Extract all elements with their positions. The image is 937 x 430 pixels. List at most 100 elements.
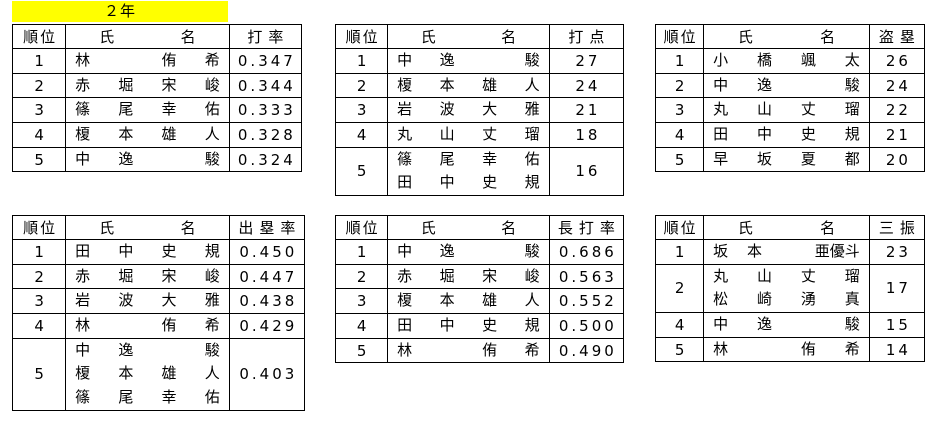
name-header-mei: 名: [820, 28, 836, 46]
player-name: 松崎湧真: [713, 290, 860, 309]
stat-value-cell: 22: [868, 97, 926, 124]
header-row: 順位 氏名 盗塁: [654, 24, 926, 49]
name-header: 氏名: [703, 24, 870, 49]
player-name: 林 侑希: [397, 340, 540, 359]
rank-cell: 5: [654, 146, 705, 173]
player-name: 丸山丈瑠: [713, 266, 860, 285]
header-row: 順位 氏名 出塁率: [11, 215, 306, 240]
stat-value-cell: 0.347: [228, 48, 303, 74]
stat-value-cell: 0.552: [548, 288, 625, 315]
table-row: 2 赤堀宋峻 0.447: [11, 263, 306, 290]
player-name: 中逸 駿: [713, 75, 860, 94]
stat-header: 打点: [548, 24, 625, 49]
rank-header: 順位: [654, 24, 705, 49]
name-header-mei: 名: [820, 219, 836, 237]
rank-cell: 1: [11, 48, 67, 74]
player-name: 榎本雄人: [397, 75, 540, 94]
name-cell: 中逸 駿: [387, 48, 550, 74]
stat-header: 長打率: [548, 215, 625, 240]
name-cell: 中逸 駿: [703, 312, 870, 338]
name-cell: 榎本雄人: [65, 122, 230, 148]
stat-value-cell: 0.328: [228, 122, 303, 148]
player-name: 坂本 亜優斗: [713, 242, 860, 260]
rank-header: 順位: [334, 215, 389, 240]
table-row: 2 榎本雄人 24: [334, 72, 625, 99]
name-cell: 丸山丈瑠: [387, 122, 550, 148]
player-name: 田中史規: [397, 316, 540, 335]
name-cell: 坂本 亜優斗: [703, 239, 870, 265]
player-name: 赤堀宋峻: [75, 266, 220, 285]
table-row: 5 篠尾幸佑田中史規 16: [334, 146, 625, 197]
rank-cell: 4: [654, 312, 705, 338]
name-header-mei: 名: [501, 28, 517, 46]
stat-value-cell: 17: [868, 263, 926, 314]
player-name: 赤堀宋峻: [75, 75, 220, 94]
player-name: 岩波大雅: [397, 100, 540, 119]
table-row: 4 田中史規 0.500: [334, 313, 625, 339]
player-name: 赤堀宋峻: [397, 266, 540, 285]
name-cell: 篠尾幸佑: [65, 97, 230, 124]
table-row: 1 中逸 駿 0.686: [334, 239, 625, 265]
name-cell: 田中史規: [387, 313, 550, 339]
name-header: 氏名: [65, 24, 230, 49]
rank-cell: 2: [334, 72, 389, 99]
on-base-percentage-table: 順位 氏名 出塁率 1 田中史規 0.450 2 赤堀宋峻 0.447 3 岩波大雅 0.438…: [11, 215, 306, 411]
table-row: 2 赤堀宋峻 0.563: [334, 263, 625, 290]
year-title: ２年: [12, 1, 228, 22]
header-row: 順位 氏名 打点: [334, 24, 625, 49]
stat-header: 盗塁: [868, 24, 926, 49]
name-cell: 篠尾幸佑田中史規: [387, 146, 550, 197]
rank-cell: 1: [654, 239, 705, 265]
player-name: 丸山丈瑠: [713, 100, 860, 119]
stat-value-cell: 0.344: [228, 72, 303, 99]
player-name: 中逸 駿: [75, 340, 220, 359]
rank-cell: 5: [334, 146, 389, 197]
rank-cell: 5: [654, 336, 705, 363]
ranking-table: 順位 氏名 出塁率 1 田中史規 0.450 2 赤堀宋峻 0.447 3 岩波大雅 0.438…: [11, 215, 306, 411]
name-cell: 赤堀宋峻: [387, 263, 550, 290]
name-cell: 岩波大雅: [65, 288, 230, 315]
name-cell: 田中史規: [65, 239, 230, 265]
rank-cell: 1: [334, 48, 389, 74]
name-header: 氏名: [703, 215, 870, 240]
stat-value-cell: 16: [548, 146, 625, 197]
name-cell: 中逸 駿: [387, 239, 550, 265]
name-header-sei: 氏: [737, 219, 753, 237]
rank-cell: 4: [11, 122, 67, 148]
rank-header: 順位: [11, 215, 67, 240]
player-name: 榎本雄人: [75, 125, 220, 144]
rank-cell: 1: [334, 239, 389, 265]
table-row: 2 中逸 駿 24: [654, 72, 926, 99]
table-row: 1 小橋颯太 26: [654, 48, 926, 74]
table-row: 1 坂本 亜優斗 23: [654, 239, 926, 265]
player-name: 田中史規: [713, 125, 860, 144]
stat-value-cell: 26: [868, 48, 926, 74]
player-name: 榎本雄人: [75, 364, 220, 383]
player-name: 中逸 駿: [397, 242, 540, 260]
rank-cell: 1: [11, 239, 67, 265]
table-row: 1 中逸 駿 27: [334, 48, 625, 74]
rank-cell: 3: [11, 97, 67, 124]
rank-cell: 5: [11, 337, 67, 411]
table-row: 4 田中史規 21: [654, 122, 926, 148]
rank-cell: 4: [334, 313, 389, 339]
stat-value-cell: 21: [868, 122, 926, 148]
stat-value-cell: 0.500: [548, 313, 625, 339]
rank-cell: 4: [334, 122, 389, 148]
player-name: 林 侑希: [75, 51, 220, 69]
name-cell: 中逸 駿: [703, 72, 870, 99]
table-row: 1 林 侑希 0.347: [11, 48, 303, 74]
name-header: 氏名: [387, 24, 550, 49]
name-header-sei: 氏: [420, 219, 436, 237]
player-name: 中逸 駿: [75, 149, 220, 168]
stat-value-cell: 20: [868, 146, 926, 173]
name-cell: 中逸 駿榎本雄人篠尾幸佑: [65, 337, 230, 411]
rank-cell: 5: [334, 337, 389, 364]
table-row: 5 中逸 駿 0.324: [11, 146, 303, 173]
stat-header: 三振: [868, 215, 926, 240]
player-name: 田中史規: [75, 242, 220, 260]
table-row: 3 榎本雄人 0.552: [334, 288, 625, 315]
name-header: 氏名: [65, 215, 230, 240]
table-row: 5 林 侑希 0.490: [334, 337, 625, 364]
